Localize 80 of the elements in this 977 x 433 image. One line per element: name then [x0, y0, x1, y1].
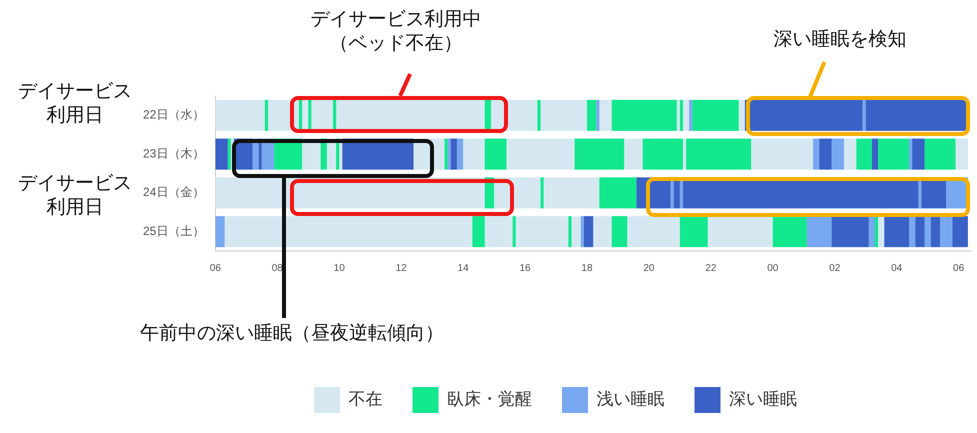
bar	[952, 216, 968, 248]
text: デイサービス利用中（ベッド不在）	[310, 8, 482, 56]
bar	[874, 216, 878, 248]
x-tick-label: 04	[891, 262, 903, 274]
bar	[612, 100, 677, 131]
bar	[333, 100, 336, 131]
legend-label: 浅い睡眠	[596, 390, 664, 409]
x-tick-label: 02	[829, 262, 841, 274]
bar	[596, 100, 600, 131]
bar	[832, 216, 869, 248]
bar	[584, 216, 594, 248]
y-tick-label: 23日（木）	[142, 146, 204, 160]
bar	[456, 138, 464, 170]
bar	[215, 138, 228, 170]
bar	[930, 216, 940, 248]
text: デイサービス利用日	[17, 80, 133, 128]
bar	[215, 216, 225, 248]
bar	[862, 100, 866, 131]
bar	[872, 138, 878, 170]
y-tick-label: 22日（水）	[142, 108, 204, 122]
bar	[298, 100, 302, 131]
bar	[912, 138, 925, 170]
x-tick-label: 12	[396, 262, 408, 274]
x-tick-label: 14	[458, 262, 470, 274]
bar	[512, 216, 516, 248]
bar	[448, 138, 451, 170]
bar	[568, 216, 572, 248]
bar	[537, 100, 541, 131]
text: 午前中の深い睡眠（昼夜逆転傾向）	[140, 322, 445, 346]
bar	[686, 138, 752, 170]
bar	[612, 216, 628, 248]
bar	[940, 216, 952, 248]
legend-label: 臥床・覚醒	[447, 390, 532, 409]
bar	[878, 138, 910, 170]
bar	[806, 216, 832, 248]
x-tick-label: 16	[519, 262, 532, 274]
bar	[819, 138, 832, 170]
x-tick-label: 20	[643, 262, 655, 274]
bar	[580, 216, 584, 248]
y-tick-label: 24日（金）	[142, 185, 204, 200]
legend-label: 深い睡眠	[729, 390, 797, 409]
text: デイサービス利用日	[17, 172, 133, 220]
bar	[813, 138, 820, 170]
bar	[915, 216, 925, 248]
bar	[484, 138, 506, 170]
bar	[642, 138, 683, 170]
bar	[308, 100, 312, 131]
bar	[680, 100, 683, 131]
bar	[599, 177, 637, 208]
bar	[444, 138, 448, 170]
bar	[450, 138, 457, 170]
x-tick-label: 00	[767, 262, 779, 274]
x-tick-label: 06	[210, 262, 222, 274]
bar	[884, 216, 910, 248]
bar	[540, 177, 544, 208]
bar	[472, 216, 485, 248]
bar	[924, 138, 956, 170]
bar	[586, 100, 596, 131]
bar	[832, 138, 844, 170]
bar	[574, 138, 624, 170]
x-tick-label: 08	[272, 262, 284, 274]
bar	[909, 138, 912, 170]
y-tick-label: 25日（土）	[142, 224, 204, 238]
bar	[692, 100, 739, 131]
bar	[909, 216, 916, 248]
legend-label: 不在	[348, 390, 382, 409]
bar	[772, 216, 807, 248]
text: 深い睡眠を検知	[772, 28, 908, 52]
bar	[868, 216, 875, 248]
x-tick-label: 06	[953, 262, 965, 274]
bar	[264, 100, 268, 131]
bar	[484, 100, 491, 131]
x-tick-label: 22	[705, 262, 717, 274]
bar	[924, 216, 931, 248]
bar	[689, 100, 692, 131]
bar	[856, 138, 872, 170]
bar	[680, 216, 708, 248]
x-tick-label: 10	[334, 262, 346, 274]
bar	[228, 138, 231, 170]
x-tick-label: 18	[581, 262, 593, 274]
